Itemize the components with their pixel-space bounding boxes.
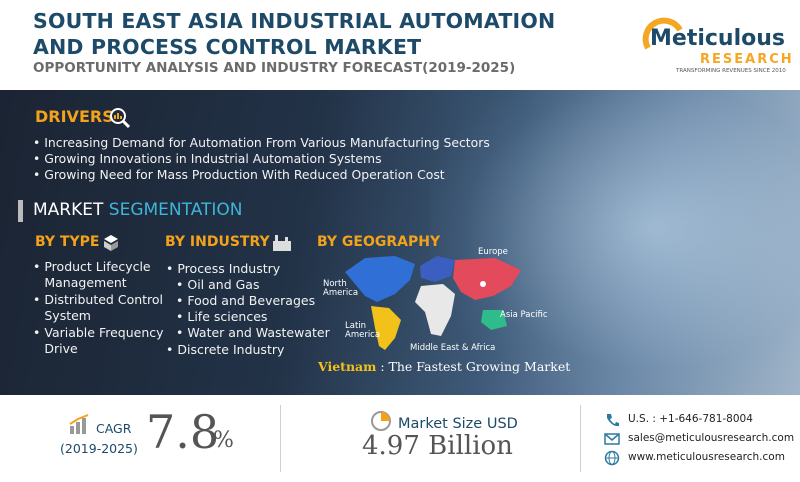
industry-text: Process Industry xyxy=(177,261,281,276)
map-north-america xyxy=(345,256,415,302)
industry-text: Discrete Industry xyxy=(177,342,285,357)
industry-text: Life sciences xyxy=(187,309,268,324)
subtitle: OPPORTUNITY ANALYSIS AND INDUSTRY FORECA… xyxy=(33,60,516,76)
logo-tagline: TRANSFORMING REVENUES SINCE 2010 xyxy=(676,68,786,74)
industry-item: • Oil and Gas xyxy=(176,277,260,292)
cagr-unit: % xyxy=(213,428,234,453)
driver-text: Growing Innovations in Industrial Automa… xyxy=(44,151,382,166)
by-type-heading: BY TYPE xyxy=(35,234,100,250)
map-oceania xyxy=(481,310,507,330)
industry-item: • Life sciences xyxy=(176,309,268,324)
region-label: Middle East & Africa xyxy=(410,343,496,353)
type-text: Distributed Control System xyxy=(44,292,164,323)
industry-text: Food and Beverages xyxy=(187,293,316,308)
hero-glow xyxy=(430,90,800,395)
segmentation-heading-part: SEGMENTATION xyxy=(108,200,243,220)
industry-item: • Water and Wastewater xyxy=(176,325,330,340)
world-map xyxy=(345,256,521,350)
type-item: • Distributed Control System xyxy=(33,292,169,324)
highlight: Vietnam : The Fastest Growing Market xyxy=(318,359,570,374)
driver-item: • Growing Need for Mass Production With … xyxy=(33,167,445,182)
title-line: SOUTH EAST ASIA INDUSTRIAL AUTOMATION xyxy=(33,9,556,33)
driver-item: • Growing Innovations in Industrial Auto… xyxy=(33,151,382,166)
accent-bar xyxy=(18,200,23,222)
segmentation-heading: MARKET SEGMENTATION xyxy=(33,200,243,220)
contact-email: sales@meticulousresearch.com xyxy=(628,432,795,444)
region-label: Asia Pacific xyxy=(500,310,548,320)
type-text: Variable Frequency Drive xyxy=(44,325,164,356)
logo-sub: RESEARCH xyxy=(700,52,794,67)
cagr-period: (2019-2025) xyxy=(60,441,138,456)
by-geography-heading: BY GEOGRAPHY xyxy=(317,234,441,250)
cagr-label: CAGR xyxy=(96,421,132,436)
divider xyxy=(580,405,581,472)
cagr-icon xyxy=(69,414,89,434)
drivers-heading: DRIVERS xyxy=(35,107,114,126)
market-size-icon xyxy=(371,411,391,431)
industry-text: Oil and Gas xyxy=(187,277,260,292)
contact-phone: U.S. : +1-646-781-8004 xyxy=(628,413,753,425)
type-item: • Variable Frequency Drive xyxy=(33,325,169,357)
drivers-icon xyxy=(110,108,131,129)
region-label: Europe xyxy=(478,247,508,257)
market-size-label: Market Size USD xyxy=(398,416,518,432)
logo-arc xyxy=(642,17,683,50)
driver-text: Increasing Demand for Automation From Va… xyxy=(44,135,490,150)
highlight-text: : The Fastest Growing Market xyxy=(376,359,571,374)
title-line: AND PROCESS CONTROL MARKET xyxy=(33,35,422,59)
map-latin-america xyxy=(371,306,401,350)
map-europe xyxy=(420,256,455,282)
highlight-country: Vietnam xyxy=(318,359,377,374)
contact-website: www.meticulousresearch.com xyxy=(628,451,785,463)
type-text: Product Lifecycle Management xyxy=(44,259,151,290)
cagr-value: 7.8 xyxy=(146,405,220,459)
by-industry-heading: BY INDUSTRY xyxy=(165,234,270,250)
segmentation-heading-part: MARKET xyxy=(33,200,104,220)
map-asia xyxy=(453,258,521,300)
metrics-band xyxy=(0,395,800,482)
industry-text: Water and Wastewater xyxy=(187,325,330,340)
map-pin xyxy=(480,281,486,287)
industry-item: • Food and Beverages xyxy=(176,293,316,308)
industry-item: • Discrete Industry xyxy=(166,342,285,357)
header: SOUTH EAST ASIA INDUSTRIAL AUTOMATION AN… xyxy=(0,0,800,90)
industry-item: • Process Industry xyxy=(166,261,281,276)
map-middle-east-africa xyxy=(415,284,455,336)
driver-item: • Increasing Demand for Automation From … xyxy=(33,135,490,150)
region-label: North America xyxy=(323,279,359,298)
logo-name: Meticulous xyxy=(650,26,785,51)
by-industry-icon xyxy=(273,235,291,251)
contact-icons xyxy=(604,414,620,466)
region-label: Latin America xyxy=(345,321,381,340)
type-item: • Product Lifecycle Management xyxy=(33,259,164,291)
divider xyxy=(280,405,281,472)
logo-mark xyxy=(642,17,683,50)
driver-text: Growing Need for Mass Production With Re… xyxy=(44,167,445,182)
market-size-value: 4.97 Billion xyxy=(362,431,513,461)
by-type-icon xyxy=(104,235,118,251)
